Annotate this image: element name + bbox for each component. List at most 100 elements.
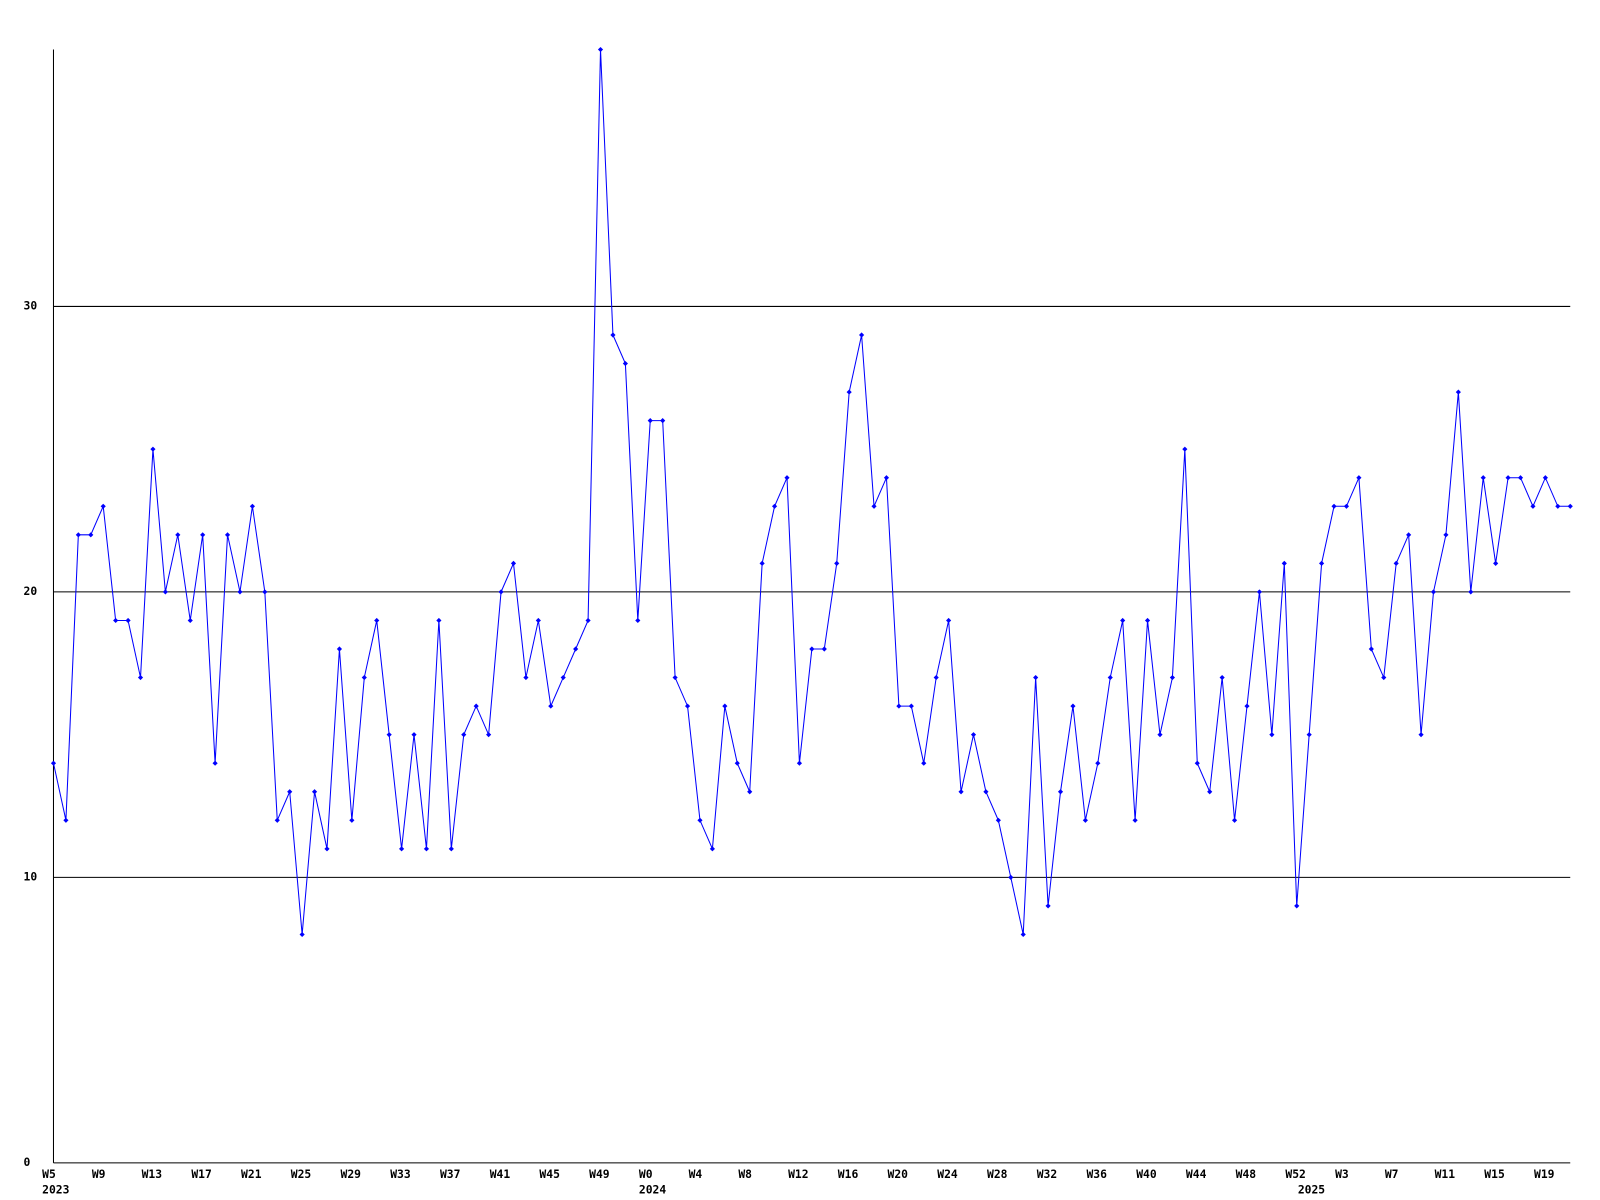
point (150, 446, 156, 452)
point (1356, 475, 1362, 481)
point (125, 617, 131, 624)
point (1169, 674, 1175, 681)
point (921, 760, 927, 766)
point (970, 732, 977, 738)
line (52, 49, 1571, 935)
point (224, 532, 231, 538)
point (834, 560, 840, 566)
point (1555, 503, 1561, 509)
point (523, 674, 529, 681)
point (498, 589, 504, 595)
point (1343, 503, 1350, 509)
x-tick-label: W8 (738, 1167, 752, 1181)
point (1082, 817, 1088, 823)
point (548, 703, 554, 709)
point (1530, 503, 1536, 509)
point (1493, 560, 1499, 566)
point (1120, 617, 1126, 624)
point (299, 931, 305, 938)
point (908, 703, 914, 709)
x-tick-label: W24 (937, 1167, 958, 1181)
x-tick-label: W7 (1385, 1167, 1399, 1181)
point (784, 475, 790, 481)
point (1480, 475, 1486, 481)
point (1132, 817, 1138, 823)
point (1269, 732, 1275, 738)
point (871, 503, 877, 509)
x-tick-label: W28 (987, 1167, 1008, 1181)
x-year-label: 2025 (1298, 1183, 1325, 1197)
point (1144, 617, 1151, 624)
point (672, 674, 678, 681)
point (1406, 532, 1412, 538)
point (200, 532, 206, 538)
point (722, 703, 728, 709)
point (896, 703, 902, 709)
point (1045, 903, 1051, 909)
point (1070, 703, 1076, 709)
x-tick-label: W48 (1236, 1167, 1257, 1181)
x-tick-label: W49 (589, 1167, 610, 1181)
point (635, 617, 641, 624)
point (1244, 703, 1250, 709)
point (374, 617, 380, 624)
x-tick-label: W37 (440, 1167, 460, 1181)
point (560, 674, 566, 681)
point (137, 674, 144, 681)
x-tick-label: W4 (689, 1167, 703, 1181)
point (1443, 532, 1449, 538)
point (1517, 475, 1524, 481)
point (1468, 589, 1474, 595)
point (262, 589, 268, 595)
x-tick-label: W33 (390, 1167, 411, 1181)
x-tick-label: W13 (142, 1167, 163, 1181)
point (1393, 560, 1399, 566)
point (162, 589, 168, 595)
point (100, 503, 106, 509)
point (933, 674, 939, 681)
x-tick-label: W9 (92, 1167, 106, 1181)
point (1020, 931, 1026, 938)
point (1182, 446, 1188, 452)
point (1368, 646, 1374, 652)
point (1033, 674, 1039, 681)
point (697, 817, 703, 823)
x-tick-label: W40 (1136, 1167, 1157, 1181)
x-tick-label: W0 (639, 1167, 653, 1181)
point (175, 532, 181, 538)
x-tick-label: W25 (291, 1167, 312, 1181)
x-tick-label: W17 (191, 1167, 211, 1181)
point (734, 760, 740, 766)
point (1306, 732, 1312, 738)
x-tick-label: W12 (788, 1167, 808, 1181)
point (859, 332, 865, 338)
point (361, 674, 367, 681)
point (747, 789, 753, 795)
point (983, 789, 989, 795)
x-tick-label: W11 (1435, 1167, 1456, 1181)
x-tick-label: W29 (341, 1167, 362, 1181)
point (1505, 475, 1511, 481)
point (212, 760, 218, 766)
point (1008, 874, 1014, 880)
x-year-label: 2024 (639, 1183, 666, 1197)
point (883, 475, 890, 481)
point (411, 732, 417, 738)
point (1319, 560, 1325, 566)
x-tick-label: W20 (888, 1167, 909, 1181)
point (1219, 674, 1225, 681)
point (809, 646, 815, 652)
point (311, 789, 318, 795)
point (249, 503, 255, 509)
point (1381, 674, 1387, 681)
point (1256, 589, 1263, 595)
point (336, 646, 343, 652)
x-tick-label: W16 (838, 1167, 859, 1181)
point (50, 760, 57, 766)
point (1281, 560, 1287, 566)
x-tick-label: W32 (1037, 1167, 1057, 1181)
point (585, 617, 591, 624)
point (946, 617, 952, 624)
point (274, 817, 280, 823)
